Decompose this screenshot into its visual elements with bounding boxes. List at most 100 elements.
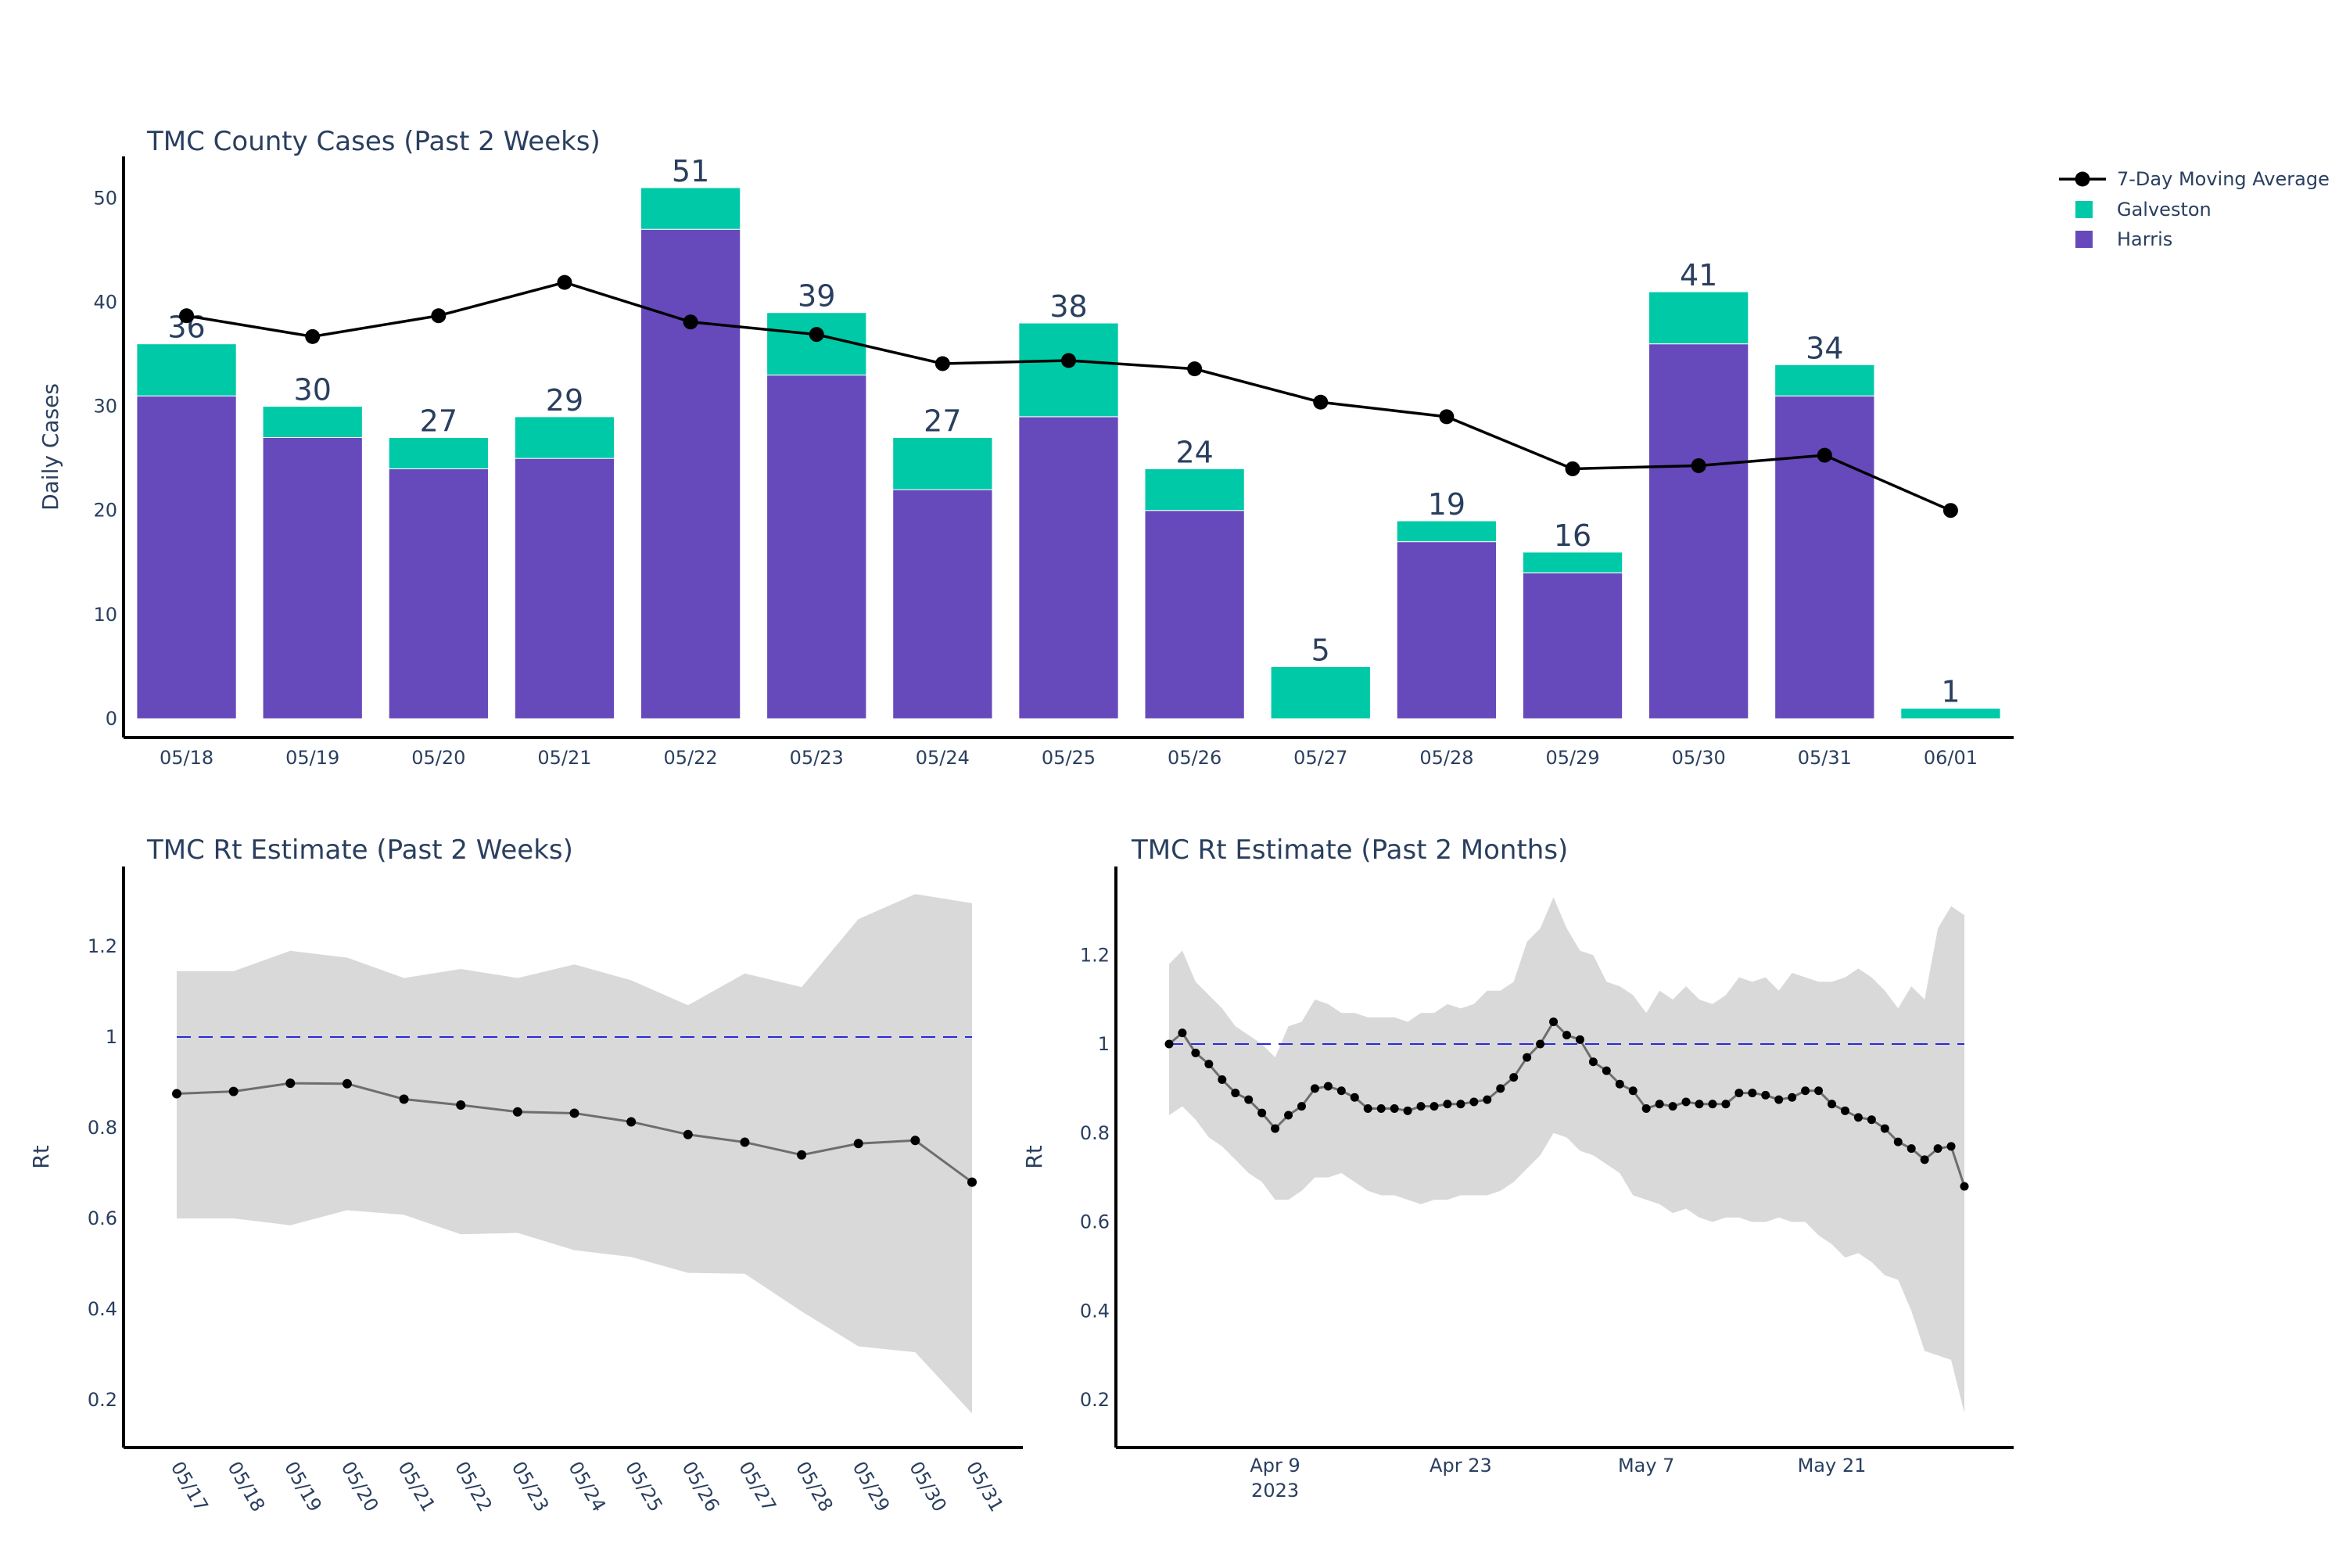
bar-total-label: 29: [546, 383, 583, 418]
bar-segment-galveston: [1900, 708, 2001, 719]
bar-segment-galveston: [1270, 666, 1371, 719]
rt-2m-rt-point: [1774, 1095, 1784, 1104]
cases-x-tick-label: 05/22: [664, 747, 718, 769]
rt-2m-rt-point: [1456, 1100, 1465, 1109]
rt-2w-rt-point: [853, 1139, 863, 1149]
cases-x-tick-label: 05/31: [1798, 747, 1852, 769]
bar-total-label: 39: [798, 279, 835, 314]
rt-2m-rt-point: [1509, 1073, 1519, 1082]
legend-swatch-harris: [2075, 231, 2093, 248]
rt-2w-confidence-band: [177, 894, 972, 1414]
bar-segment-galveston: [1774, 364, 1875, 396]
rt-2w-rt-point: [456, 1100, 466, 1110]
rt-2m-rt-point: [1721, 1100, 1731, 1109]
cases-x-tick-label: 06/01: [1924, 747, 1978, 769]
rt-2w-rt-point: [512, 1107, 522, 1117]
moving-average-point: [1691, 457, 1706, 473]
bar-segment-galveston: [1144, 468, 1245, 511]
cases-x-tick-label: 05/23: [790, 747, 844, 769]
rt-2m-rt-point: [1257, 1108, 1267, 1118]
rt-2m-rt-point: [1443, 1100, 1452, 1109]
rt-2m-rt-point: [1416, 1102, 1426, 1111]
rt-2m-rt-point: [1350, 1093, 1359, 1102]
bar-segment-harris: [1774, 395, 1875, 719]
cases-x-tick-label: 05/30: [1672, 747, 1726, 769]
moving-average-point: [305, 328, 321, 344]
bar-total-label: 41: [1680, 258, 1717, 292]
moving-average-point: [1565, 461, 1580, 476]
rt-2w-chart: TMC Rt Estimate (Past 2 Weeks) Rt 0.2 0.4 0.…: [28, 834, 1023, 1516]
legend-swatch-galveston: [2075, 201, 2093, 218]
bar-segment-harris: [892, 489, 993, 719]
rt-2w-x-tick-label: 05/19: [280, 1458, 326, 1516]
bar-total-label: 16: [1554, 518, 1591, 553]
rt-2w-y-tick-label: 1.2: [88, 935, 117, 957]
cases-x-tick-label: 05/21: [537, 747, 591, 769]
bar-total-label: 1: [1941, 675, 1960, 709]
rt-2m-rt-point: [1960, 1182, 1969, 1191]
rt-2m-rt-point: [1178, 1028, 1187, 1038]
rt-2m-rt-point: [1244, 1095, 1254, 1104]
rt-2m-rt-point: [1602, 1066, 1611, 1075]
rt-2m-rt-point: [1907, 1144, 1916, 1154]
rt-2m-rt-point: [1562, 1031, 1571, 1040]
rt-2w-rt-point: [967, 1177, 977, 1187]
rt-2w-y-tick-label: 0.4: [88, 1298, 117, 1320]
rt-2m-y-tick-label: 1: [1098, 1033, 1110, 1055]
rt-2m-rt-point: [1496, 1084, 1505, 1093]
cases-legend: 7-Day Moving Average Galveston Harris: [2059, 168, 2330, 250]
rt-2m-y-tick-label: 0.2: [1080, 1389, 1110, 1411]
rt-2m-rt-point: [1403, 1106, 1412, 1115]
rt-2m-rt-point: [1390, 1103, 1399, 1113]
rt-2m-x-tick-label: Apr 23: [1429, 1455, 1492, 1477]
bar-segment-harris: [514, 457, 615, 719]
rt-2w-x-tick-label: 05/30: [905, 1458, 951, 1516]
rt-2w-x-tick-label: 05/25: [621, 1458, 667, 1516]
rt-2w-x-tick-label: 05/29: [848, 1458, 895, 1516]
cases-x-tick-label: 05/20: [411, 747, 465, 769]
cases-x-tick-label: 05/27: [1293, 747, 1347, 769]
rt-2w-x-tick-label: 05/21: [393, 1458, 439, 1516]
rt-2m-rt-point: [1734, 1089, 1744, 1098]
rt-2m-rt-point: [1363, 1103, 1372, 1113]
rt-2m-y-axis-label: Rt: [1021, 1145, 1047, 1168]
rt-2m-rt-point: [1483, 1095, 1492, 1104]
legend-label: 7-Day Moving Average: [2117, 168, 2330, 190]
bar-total-label: 27: [924, 404, 961, 439]
rt-2m-rt-point: [1814, 1086, 1824, 1096]
rt-2m-rt-point: [1218, 1075, 1227, 1084]
rt-2w-x-tick-label: 05/20: [337, 1458, 383, 1516]
bar-segment-harris: [766, 375, 867, 719]
rt-2m-rt-point: [1469, 1097, 1479, 1107]
rt-2m-chart: TMC Rt Estimate (Past 2 Months) Rt 0.2 0.4 0…: [1021, 834, 2014, 1502]
rt-2w-y-tick-label: 1: [106, 1026, 117, 1048]
rt-2w-rt-point: [228, 1086, 239, 1096]
moving-average-point: [809, 327, 824, 343]
rt-2w-rt-point: [342, 1078, 352, 1089]
rt-2m-rt-point: [1761, 1090, 1770, 1100]
legend-label: Galveston: [2117, 199, 2211, 221]
rt-2m-rt-point: [1893, 1137, 1903, 1146]
rt-2m-rt-point: [1164, 1039, 1174, 1049]
bar-segment-harris: [136, 395, 237, 719]
rt-2m-rt-point: [1310, 1084, 1319, 1093]
bar-segment-galveston: [892, 437, 993, 490]
rt-2m-rt-point: [1828, 1100, 1836, 1109]
rt-2m-title: TMC Rt Estimate (Past 2 Months): [1131, 834, 1568, 866]
moving-average-point: [1061, 353, 1076, 368]
legend-label: Harris: [2117, 228, 2172, 250]
bar-total-label: 24: [1175, 435, 1213, 469]
rt-2m-rt-point: [1946, 1142, 1956, 1151]
cases-y-tick-label: 10: [93, 604, 117, 626]
rt-2m-rt-point: [1376, 1103, 1386, 1113]
rt-2w-x-tick-label: 05/23: [508, 1458, 554, 1516]
moving-average-point: [1313, 394, 1329, 410]
rt-2m-rt-point: [1655, 1100, 1664, 1109]
rt-2m-x-tick-label: May 7: [1618, 1455, 1675, 1477]
moving-average-point: [431, 308, 447, 324]
bar-total-label: 30: [294, 373, 332, 407]
rt-2m-rt-point: [1536, 1039, 1545, 1049]
bar-segment-harris: [1018, 416, 1119, 719]
